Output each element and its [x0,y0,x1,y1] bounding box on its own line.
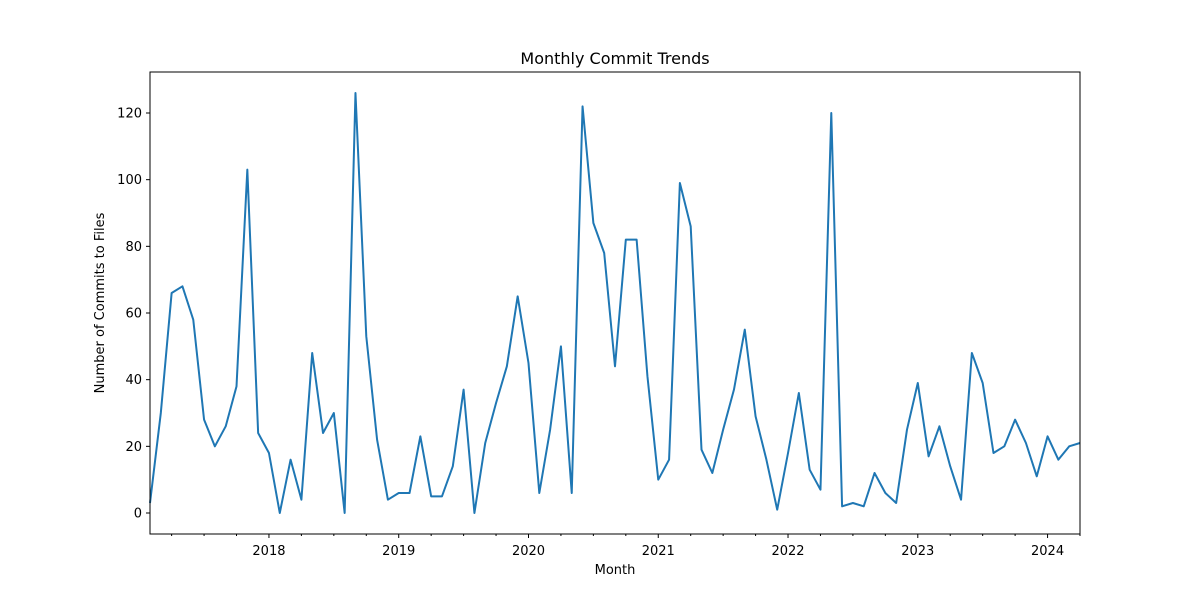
y-tick-label: 20 [125,440,142,455]
x-tick-label: 2024 [1031,544,1064,559]
plot-area [149,92,1081,514]
y-tick-label: 80 [125,240,142,255]
x-axis: 2018 2019 2020 2021 2022 2023 2024 [171,534,1081,559]
y-tick-label: 100 [117,173,142,188]
x-tick-label: 2018 [252,544,285,559]
x-tick-label: 2023 [901,544,934,559]
y-tick-label: 120 [117,107,142,122]
y-axis-label: Number of Commits to Files [93,212,108,393]
chart-title: Monthly Commit Trends [520,49,709,68]
plot-frame [149,71,1081,535]
x-tick-label: 2019 [382,544,415,559]
x-tick-label: 2022 [771,544,804,559]
x-tick-label: 2021 [642,544,675,559]
x-axis-label: Month [595,563,636,578]
series-line [149,92,1081,514]
y-tick-label: 40 [125,373,142,388]
y-tick-label: 0 [134,507,142,522]
y-tick-label: 60 [125,307,142,322]
y-axis: 0 20 40 60 80 100 120 [117,107,150,522]
x-tick-label: 2020 [512,544,545,559]
